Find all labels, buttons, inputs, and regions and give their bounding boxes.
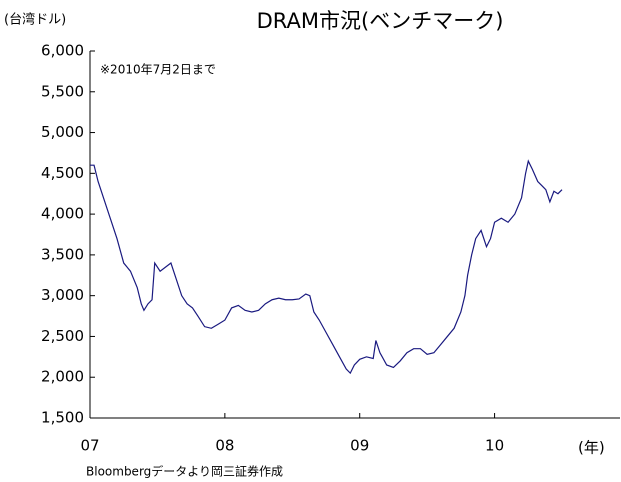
y-tick-label: 3,500 [41, 245, 84, 263]
y-tick-label: 3,000 [41, 286, 84, 304]
y-tick-label: 2,500 [41, 327, 84, 345]
y-tick-label: 6,000 [41, 42, 84, 60]
x-tick-label: 09 [350, 437, 369, 455]
x-tick-label: 10 [485, 437, 504, 455]
x-axis-label: (年) [578, 439, 605, 457]
annotation: ※2010年7月2日まで [100, 63, 216, 77]
data-line [90, 159, 563, 375]
y-tick-label: 1,500 [41, 409, 84, 427]
y-tick-label: 2,000 [41, 368, 84, 386]
y-tick-label: 4,500 [41, 164, 84, 182]
source-note: Bloombergデータより岡三証券作成 [86, 464, 283, 479]
y-tick-label: 5,000 [41, 123, 84, 141]
chart-title: DRAM市況(ベンチマーク) [257, 9, 504, 33]
y-axis-label: (台湾ドル) [4, 12, 66, 28]
y-tick-label: 4,000 [41, 205, 84, 223]
x-tick-label: 07 [80, 437, 99, 455]
x-tick-label: 08 [215, 437, 234, 455]
y-tick-label: 5,500 [41, 82, 84, 100]
